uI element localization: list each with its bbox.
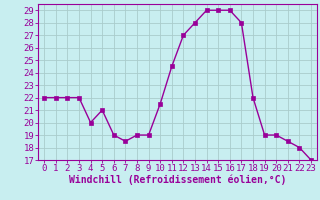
X-axis label: Windchill (Refroidissement éolien,°C): Windchill (Refroidissement éolien,°C) [69,175,286,185]
